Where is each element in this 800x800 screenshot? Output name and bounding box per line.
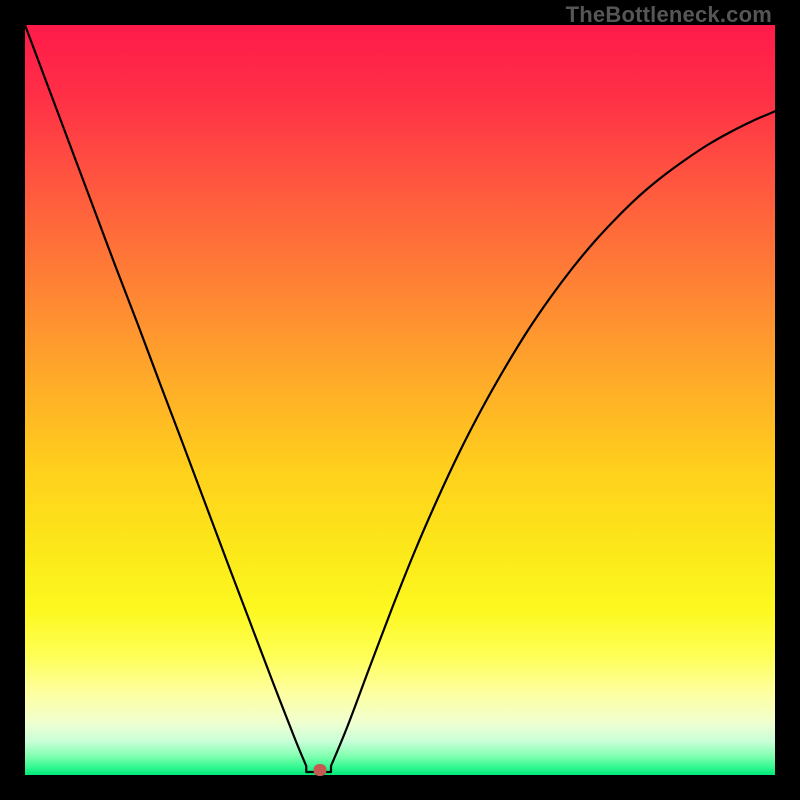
optimal-point-marker [313, 764, 326, 776]
plot-area [25, 25, 775, 775]
watermark-text: TheBottleneck.com [566, 2, 772, 28]
chart-container: TheBottleneck.com [0, 0, 800, 800]
bottleneck-curve [25, 25, 775, 775]
